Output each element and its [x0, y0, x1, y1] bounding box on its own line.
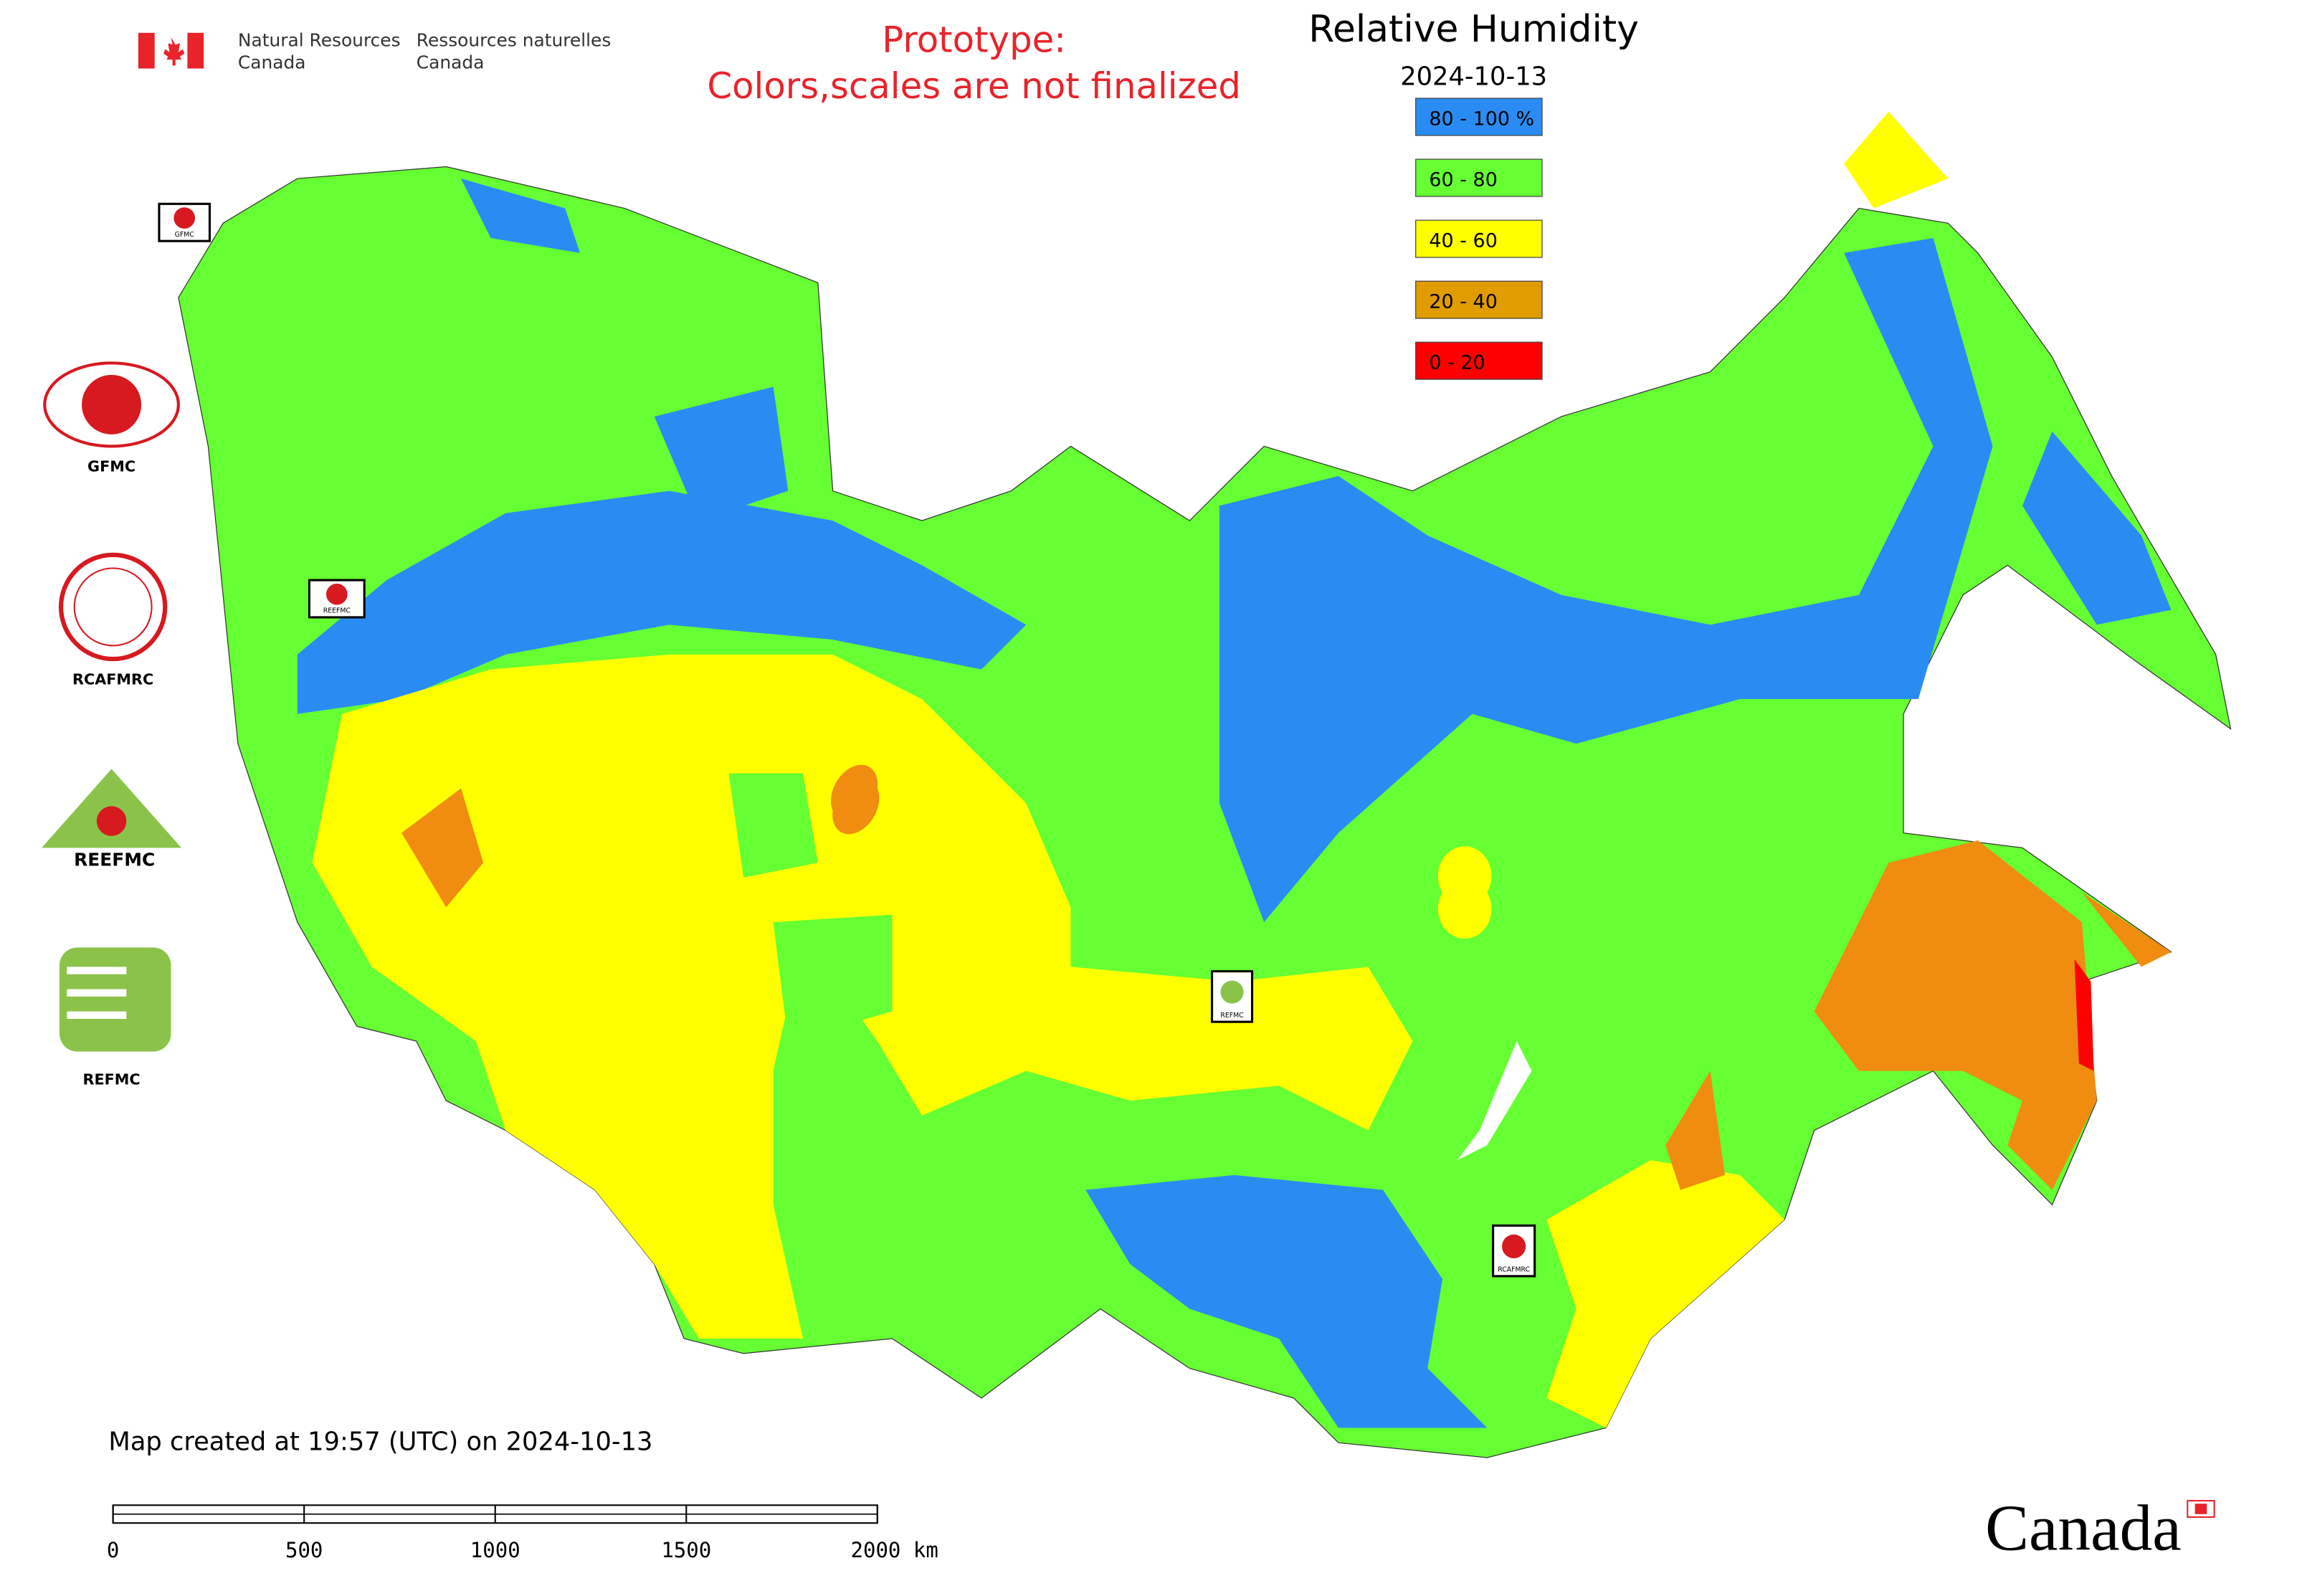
title: Relative Humidity [1308, 8, 1639, 51]
marker-label: GFMC [175, 231, 194, 239]
logo-label: REEFMC [74, 849, 155, 870]
map [178, 111, 2232, 1458]
rcafmrc-logo [58, 552, 168, 662]
gfmc-logo [43, 361, 180, 448]
agency-fr: Canada [417, 52, 485, 73]
marker-label: REFMC [1220, 1012, 1243, 1020]
legend-label: 20 - 40 [1429, 291, 1497, 313]
scale-label: 0 [107, 1538, 119, 1562]
legend-label: 60 - 80 [1429, 168, 1497, 191]
reefmc-logo [38, 769, 191, 869]
marker-icon [1502, 1234, 1526, 1258]
region-blue [297, 490, 1027, 714]
region-red [2074, 959, 2094, 1071]
agency-en: Canada [238, 52, 306, 73]
nrcan-flag [138, 32, 204, 69]
legend-swatch [1415, 341, 1543, 380]
region-blue [461, 179, 1993, 923]
refmc-logo [59, 947, 171, 1052]
logo-label: RCAFMRC [72, 670, 153, 688]
notice: Colors,scales are not finalized [707, 65, 1241, 107]
legend-label: 0 - 20 [1429, 352, 1485, 374]
legend: 80 - 100 % 60 - 80 40 - 60 20 - 40 0 - 20 [1415, 98, 1543, 380]
notice: Prototype: [882, 19, 1066, 61]
scale-label: 500 [285, 1538, 323, 1562]
scale-bar: 0 500 1000 1500 2000 km [107, 1504, 938, 1562]
wordmark-flag [2194, 1504, 2207, 1514]
region-blue [1085, 431, 2172, 1428]
region-green [728, 773, 893, 1042]
legend-swatch [1415, 158, 1543, 197]
marker-icon [1220, 980, 1244, 1004]
date: 2024-10-13 [1400, 62, 1547, 91]
lake-baikal [1457, 1041, 1532, 1161]
canada-wordmark: Canada [1985, 1492, 2182, 1564]
marker-box [1210, 970, 1254, 1023]
marker-icon [326, 584, 348, 605]
agency-en: Natural Resources [238, 29, 401, 50]
legend-swatch [1415, 98, 1543, 136]
legend-label: 40 - 60 [1429, 229, 1497, 252]
map-markers: GFMC REEFMC REFMC RCAFMRC [158, 202, 1536, 1278]
logo-label: REFMC [82, 1070, 140, 1088]
marker-icon [173, 207, 196, 229]
legend-swatch [1415, 280, 1543, 319]
scale-label: 1500 [661, 1538, 711, 1562]
scale-label: 2000 km [850, 1538, 938, 1562]
marker-label: RCAFMRC [1498, 1266, 1530, 1274]
logo-label: GFMC [87, 458, 135, 475]
scale-label: 1000 [470, 1538, 520, 1562]
marker-label: REEFMC [323, 607, 351, 615]
created-note: Map created at 19:57 (UTC) on 2024-10-13 [108, 1428, 652, 1457]
legend-label: 80 - 100 % [1429, 108, 1534, 130]
agency-fr: Ressources naturelles [417, 29, 612, 50]
legend-swatch [1415, 219, 1543, 258]
